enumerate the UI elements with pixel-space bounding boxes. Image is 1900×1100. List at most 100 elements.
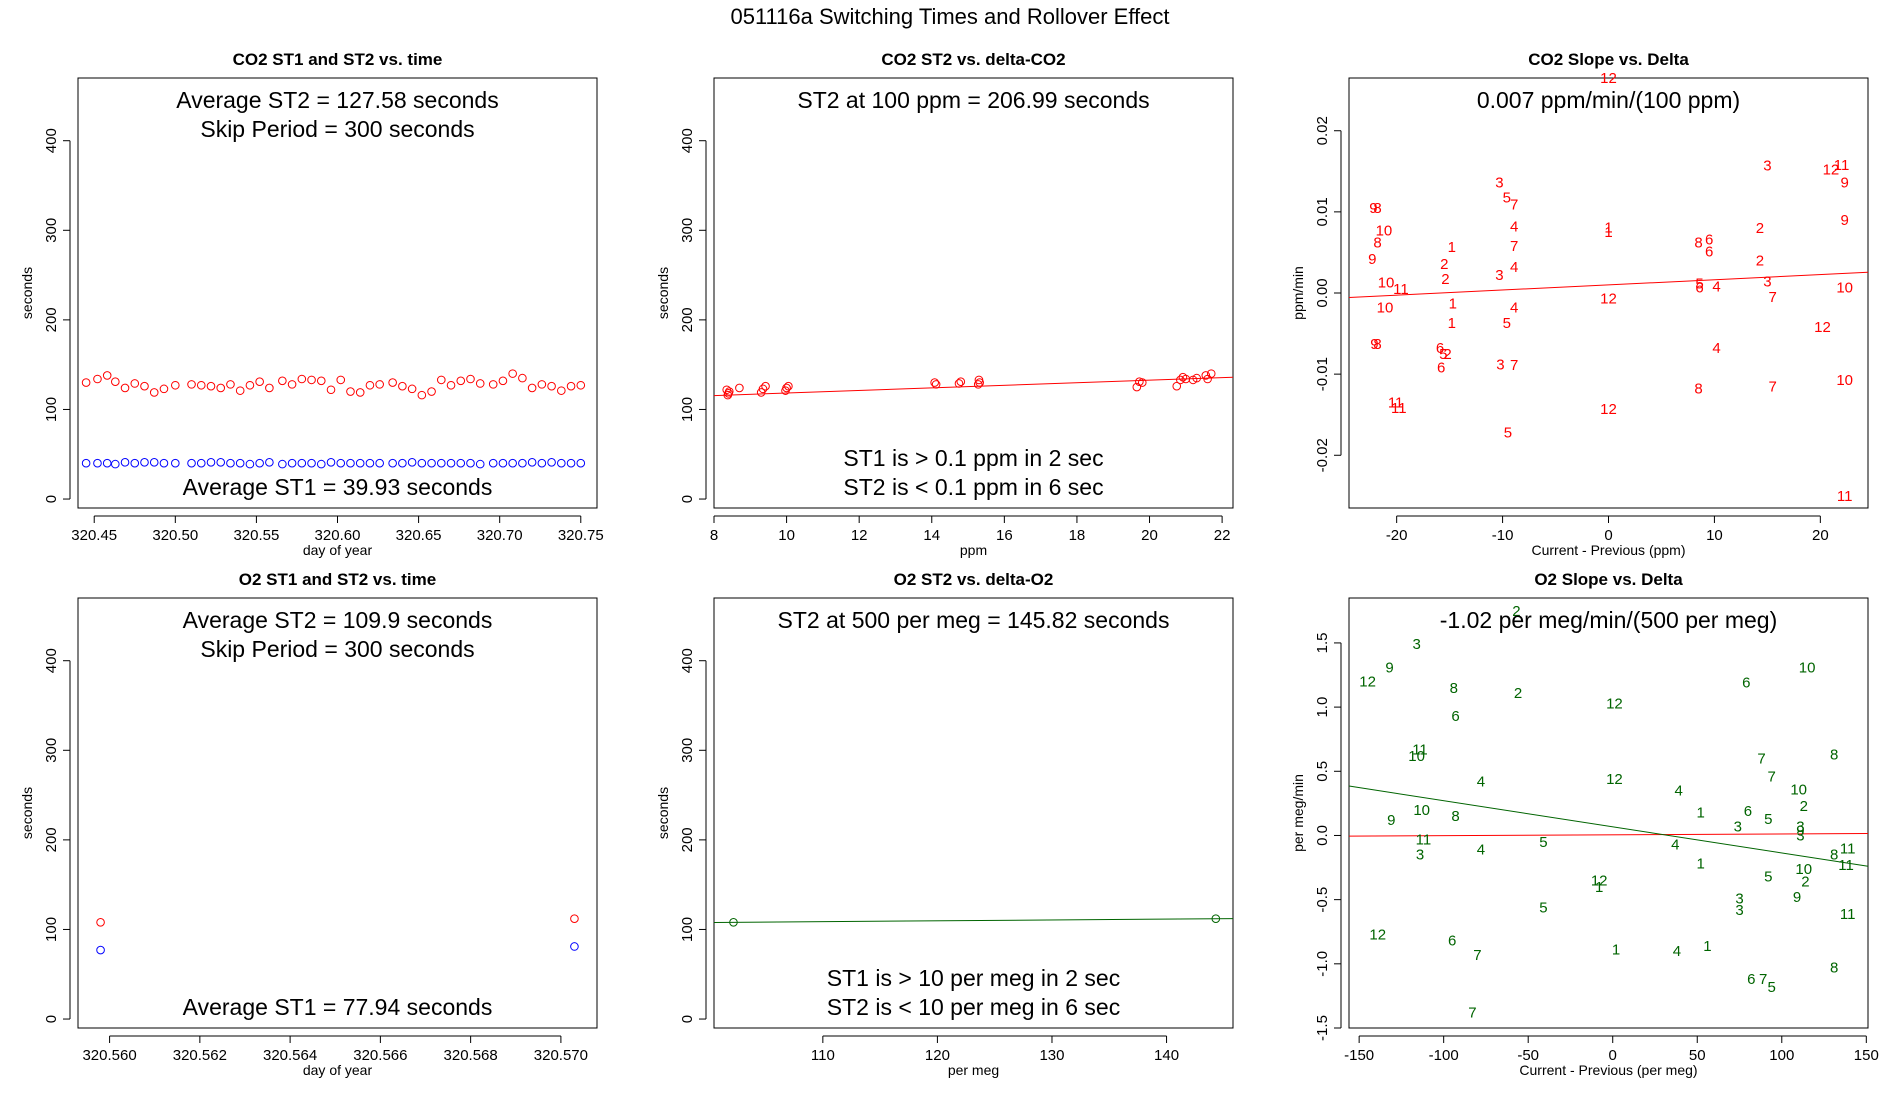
data-point-st2 xyxy=(975,378,984,387)
main-title: 051116a Switching Times and Rollover Eff… xyxy=(730,4,1169,29)
point-label: 5 xyxy=(1504,425,1512,442)
y-tick-label: 0.00 xyxy=(1314,278,1331,307)
point-label: 4 xyxy=(1477,774,1485,791)
data-point-st1 xyxy=(557,458,566,468)
x-tick-label: 140 xyxy=(1154,1047,1179,1064)
data-point-st2 xyxy=(245,380,255,390)
data-point-st2 xyxy=(724,387,734,396)
point-label: 12 xyxy=(1369,926,1386,943)
point-label: 11 xyxy=(1840,840,1856,857)
chart-p6: O2 Slope vs. Delta -150 -100 -50 0 50 100 150 Cu… xyxy=(1290,570,1879,1078)
data-point-st1 xyxy=(527,458,537,467)
point-label: 3 xyxy=(1735,902,1743,919)
data-point-st2 xyxy=(346,387,355,396)
x-tick-label: 320.65 xyxy=(396,527,442,544)
data-point-st1 xyxy=(235,458,245,468)
data-point-st2 xyxy=(537,380,547,389)
point-label: 6 xyxy=(1744,803,1752,820)
point-label: 5 xyxy=(1503,315,1511,332)
point-label: 1 xyxy=(1696,804,1704,821)
data-point-st2 xyxy=(735,383,744,393)
point-label: 7 xyxy=(1510,357,1518,374)
chart-p4: O2 ST1 and ST2 vs. time 320.560 320.562 320… xyxy=(19,570,598,1078)
plot-frame xyxy=(77,597,598,1029)
panel-title: CO2 ST2 vs. delta-CO2 xyxy=(881,50,1065,69)
data-point-st2 xyxy=(278,376,287,386)
data-point-st1 xyxy=(336,458,346,468)
point-label: 5 xyxy=(1767,979,1775,996)
data-point-st2 xyxy=(375,380,384,389)
y-tick-label: 200 xyxy=(679,827,696,852)
data-point-st1 xyxy=(365,458,375,468)
point-label: 10 xyxy=(1799,659,1816,676)
y-tick-label: 100 xyxy=(679,397,696,422)
data-point-st1 xyxy=(475,459,485,469)
y-tick-label: 1.5 xyxy=(1314,632,1331,653)
data-point-st2 xyxy=(407,384,417,394)
point-label: 7 xyxy=(1468,1005,1476,1022)
x-tick-label: 14 xyxy=(923,527,940,544)
y-tick-label: 0.5 xyxy=(1314,761,1331,782)
y-tick-label: 1.0 xyxy=(1314,697,1331,718)
annotation: 0.007 ppm/min/(100 ppm) xyxy=(1477,87,1740,113)
data-point-st2 xyxy=(508,369,517,378)
y-tick-label: 100 xyxy=(43,917,60,942)
data-point-st1 xyxy=(278,459,287,469)
point-label: 2 xyxy=(1440,256,1448,273)
point-label: 10 xyxy=(1790,781,1807,798)
x-tick-label: 100 xyxy=(1769,1047,1794,1064)
point-label: 7 xyxy=(1510,238,1518,255)
data-point-st2 xyxy=(96,917,105,927)
point-label: 7 xyxy=(1769,289,1777,306)
data-point-st1 xyxy=(140,458,149,467)
data-point-st2 xyxy=(255,377,264,386)
y-tick-label: -0.01 xyxy=(1314,357,1331,391)
point-label: 7 xyxy=(1767,768,1775,785)
annotation: Skip Period = 300 seconds xyxy=(200,636,474,662)
point-label: 9 xyxy=(1368,251,1376,268)
x-tick-label: -50 xyxy=(1517,1047,1539,1064)
data-point-st1 xyxy=(355,458,365,468)
x-tick-label: -20 xyxy=(1386,527,1408,544)
data-point-st2 xyxy=(761,381,770,391)
y-axis-label: ppm/min xyxy=(1290,266,1306,320)
point-label: 5 xyxy=(1764,811,1772,828)
fit-line xyxy=(1348,271,1869,298)
point-label: 4 xyxy=(1671,836,1679,853)
point-label: 5 xyxy=(1539,834,1547,851)
point-label: 2 xyxy=(1514,685,1522,702)
point-label: 12 xyxy=(1359,673,1376,690)
point-label: 1 xyxy=(1449,296,1457,313)
y-tick-label: 0 xyxy=(43,1015,60,1023)
annotation: ST2 is < 0.1 ppm in 6 sec xyxy=(843,474,1103,500)
point-label: 3 xyxy=(1495,267,1503,284)
point-label: 11 xyxy=(1840,906,1856,923)
fit-line xyxy=(713,918,1234,923)
x-tick-label: 22 xyxy=(1214,527,1231,544)
annotation: -1.02 per meg/min/(500 per meg) xyxy=(1440,607,1778,633)
x-tick-label: -100 xyxy=(1429,1047,1459,1064)
x-axis-label: day of year xyxy=(303,1062,373,1078)
data-point-st1 xyxy=(226,458,235,468)
data-point-st2 xyxy=(475,379,485,388)
data-point-st2 xyxy=(782,383,791,393)
point-label: 9 xyxy=(1796,822,1804,839)
point-label: 6 xyxy=(1437,360,1445,377)
data-point-st1 xyxy=(265,458,274,467)
point-label: 1 xyxy=(1604,224,1612,241)
plot-frame xyxy=(1348,597,1869,1029)
data-point-st1 xyxy=(111,459,120,469)
data-point-st2 xyxy=(1192,373,1202,383)
y-axis-label: seconds xyxy=(19,787,35,839)
point-label: 2 xyxy=(1756,220,1764,237)
data-point-st2 xyxy=(1176,375,1185,385)
data-point-st2 xyxy=(1137,378,1147,387)
point-label: 6 xyxy=(1742,675,1750,692)
x-tick-label: 110 xyxy=(811,1047,835,1064)
panel-title: CO2 ST1 and ST2 vs. time xyxy=(233,50,443,69)
plot-frame xyxy=(713,597,1234,1029)
x-tick-label: 320.562 xyxy=(173,1047,227,1064)
point-label: 3 xyxy=(1763,274,1771,291)
panel-title: O2 ST1 and ST2 vs. time xyxy=(239,570,436,589)
point-label: 3 xyxy=(1763,158,1771,175)
